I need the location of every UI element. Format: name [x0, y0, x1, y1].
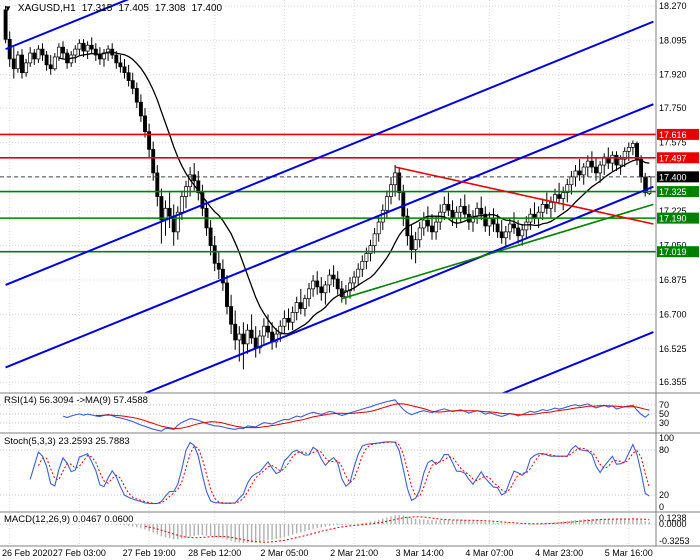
macd-indicator-label: MACD(12,26,9) 0.0467 0.0600 [4, 514, 134, 525]
price-tick-label: 17.225 [659, 206, 687, 216]
rsi-indicator-label: RSI(14) 56.3094 ->MA(9) 57.4588 [4, 395, 148, 406]
panel-separators [0, 0, 700, 547]
symbol-title: XAGUSD,H1 [17, 3, 76, 14]
stoch-indicator-label: Stoch(5,3,3) 23.2593 25.7883 [4, 436, 130, 447]
stoch-tick-label: 80 [659, 445, 669, 455]
rsi-tick-label: 30 [659, 418, 669, 428]
price-tick-label: 16.525 [659, 344, 687, 354]
symbol-ohlc-line: ▼ XAGUSD,H1 17.315 17.405 17.308 17.400 [4, 3, 222, 14]
ohlc-open: 17.315 [81, 3, 113, 14]
rsi-tick-label: 50 [659, 409, 669, 419]
rsi-line [62, 399, 650, 432]
time-tick-label: 26 Feb 2020 [2, 548, 53, 558]
price-badge [657, 212, 699, 224]
price-tick-label: 16.355 [659, 377, 687, 387]
price-tick-label: 17.575 [659, 137, 687, 147]
price-axis-labels: 18.270 18.095 17.920 17.750 17.575 17.400 17.2… [659, 1, 687, 387]
stoch-d-line [37, 441, 650, 505]
time-tick-label: 27 Feb 19:00 [123, 548, 176, 558]
time-tick-label: 4 Mar 07:00 [465, 548, 513, 558]
price-tick-label: 18.270 [659, 1, 687, 11]
ohlc-close: 17.400 [191, 3, 223, 14]
horizontal-level-lines [0, 133, 656, 253]
price-badge [657, 186, 699, 198]
price-tick-label: 18.095 [659, 35, 687, 45]
price-badge-label: 17.325 [659, 187, 687, 197]
price-tick-label: 16.700 [659, 309, 687, 319]
price-tick-label: 17.050 [659, 241, 687, 251]
price-badge [657, 128, 699, 140]
price-badge [657, 246, 699, 258]
price-badge-label: 17.616 [659, 130, 687, 140]
macd-tick-label: -0.3253 [659, 536, 690, 546]
time-tick-label: 3 Mar 14:00 [396, 548, 444, 558]
macd-signal-line [144, 516, 650, 543]
time-tick-label: 2 Mar 21:00 [330, 548, 378, 558]
ma-overlay-line [58, 51, 650, 335]
price-tick-label: 17.920 [659, 70, 687, 80]
price-badge-label: 17.190 [659, 214, 687, 224]
time-tick-label: 5 Mar 16:00 [605, 548, 653, 558]
price-axis-badges: 17.616 17.497 17.400 17.325 17.190 17.019 [657, 128, 699, 258]
time-tick-label: 2 Mar 05:00 [260, 548, 308, 558]
trendlines [5, 0, 654, 393]
ohlc-high: 17.405 [118, 3, 149, 14]
stoch-panel: 100 80 20 0 [0, 433, 674, 512]
ohlc-low: 17.308 [154, 3, 186, 14]
price-badge [657, 171, 699, 183]
grid-lines [0, 0, 656, 546]
time-tick-label: 4 Mar 23:00 [535, 548, 583, 558]
price-badge [657, 152, 699, 164]
time-tick-label: 27 Feb 03:00 [53, 548, 106, 558]
time-tick-label: 28 Feb 12:00 [188, 548, 241, 558]
rsi-ma-line [95, 403, 650, 429]
price-badge-label: 17.400 [659, 172, 687, 182]
rsi-tick-label: 70 [659, 400, 669, 410]
macd-tick-label: 0.0000 [659, 519, 687, 529]
stoch-tick-label: 100 [659, 433, 674, 443]
macd-tick-label: 0.1238 [659, 513, 687, 523]
price-tick-label: 16.875 [659, 275, 687, 285]
price-badge-label: 17.019 [659, 247, 687, 257]
price-badge-label: 17.497 [659, 153, 687, 163]
stoch-k-line [29, 441, 650, 505]
stoch-tick-label: 20 [659, 490, 669, 500]
price-tick-label: 17.750 [659, 103, 687, 113]
stoch-tick-label: 0 [659, 502, 664, 512]
symbol-marker-icon: ▼ [4, 3, 12, 13]
time-axis-labels: 26 Feb 2020 27 Feb 03:00 27 Feb 19:00 28 Fe… [2, 548, 653, 558]
